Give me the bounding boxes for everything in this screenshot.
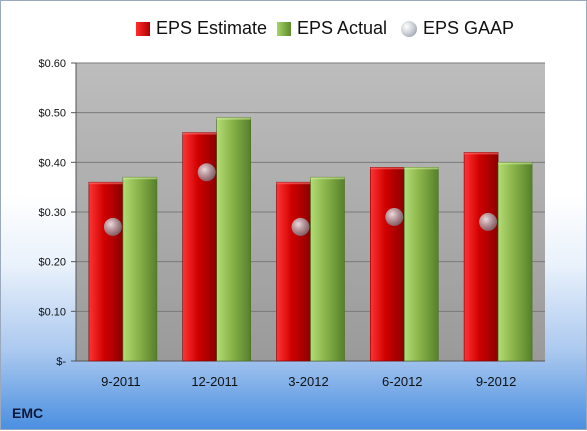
y-tick-label: $0.20 (38, 257, 66, 269)
bar-actual-highlight (498, 162, 533, 165)
gaap-marker (197, 163, 216, 182)
legend-swatch-actual (277, 21, 291, 36)
gaap-marker (103, 217, 122, 236)
legend: EPS Estimate EPS Actual EPS GAAP (1, 18, 587, 42)
bar-estimate (369, 167, 405, 362)
legend-item-estimate: EPS Estimate (136, 18, 267, 39)
bar-estimate-highlight (182, 132, 217, 135)
gaap-marker (385, 207, 404, 226)
x-tick-label: 6-2012 (382, 374, 422, 389)
y-tick-label: $0.30 (38, 207, 66, 219)
legend-label-estimate: EPS Estimate (156, 18, 268, 38)
bar-actual (122, 176, 158, 362)
bar-estimate (88, 181, 124, 362)
y-tick-label: $0.50 (38, 108, 66, 120)
legend-marker-gaap (401, 20, 417, 37)
company-label: EMC (12, 405, 44, 421)
y-tick-label: $- (56, 356, 66, 368)
x-tick-label: 9-2011 (101, 374, 141, 389)
bar-actual-highlight (310, 177, 345, 180)
bar-actual (403, 167, 439, 362)
x-tick-label: 3-2012 (288, 374, 328, 389)
bar-actual (497, 162, 533, 362)
y-tick-label: $0.10 (38, 306, 66, 318)
bar-estimate-highlight (88, 182, 123, 185)
x-tick-label: 9-2012 (476, 374, 516, 389)
gaap-marker (479, 212, 498, 231)
bar-estimate (463, 152, 499, 362)
legend-swatch-estimate (136, 21, 150, 36)
legend-label-actual: EPS Actual (297, 18, 388, 38)
legend-label-gaap: EPS GAAP (423, 18, 515, 38)
gaap-marker (291, 217, 310, 236)
x-tick-label: 12-2011 (191, 374, 238, 389)
bar-actual-highlight (122, 177, 157, 180)
bar-actual (216, 117, 251, 362)
bar-estimate-highlight (464, 152, 499, 155)
y-tick-label: $0.60 (38, 58, 66, 70)
bar-actual (310, 176, 345, 362)
y-tick-label: $0.40 (38, 157, 66, 169)
bar-actual-highlight (404, 167, 439, 170)
bar-estimate (276, 181, 311, 362)
legend-item-actual: EPS Actual (277, 18, 387, 39)
bar-actual-highlight (216, 117, 251, 120)
bar-estimate-highlight (276, 182, 311, 185)
legend-item-gaap: EPS GAAP (401, 18, 514, 39)
bar-estimate-highlight (370, 167, 405, 170)
